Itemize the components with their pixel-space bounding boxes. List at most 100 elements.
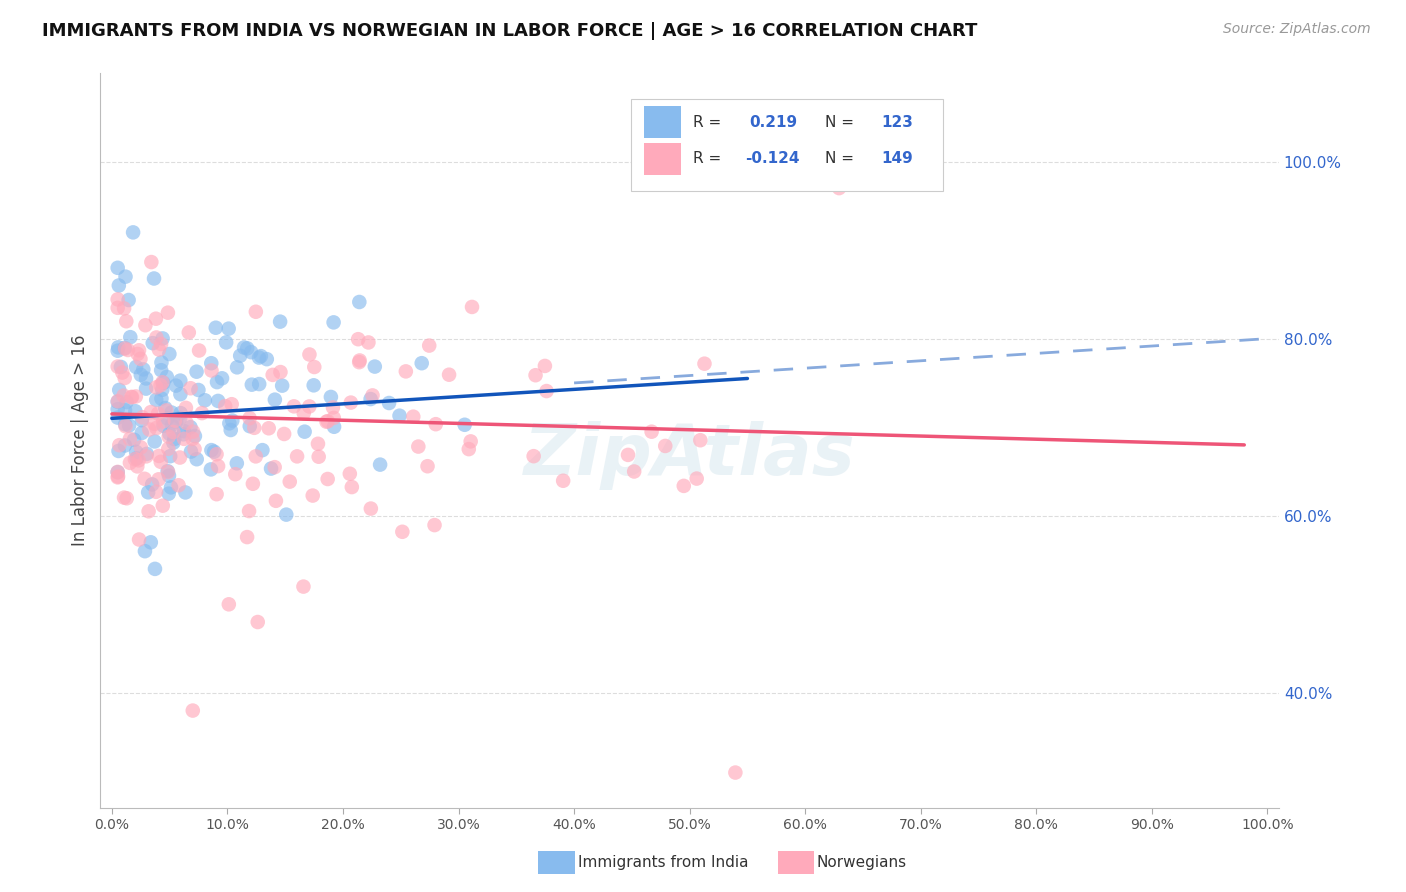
Point: [388, 409, 411, 423]
Point: [124, 452, 146, 467]
Point: [181, 425, 204, 439]
Point: [204, 320, 226, 334]
Point: [257, 421, 280, 435]
Point: [181, 704, 204, 718]
Point: [107, 340, 129, 354]
Point: [159, 449, 181, 463]
Point: [292, 580, 315, 594]
Point: [304, 359, 326, 374]
Point: [160, 405, 183, 419]
Point: [357, 335, 380, 350]
Point: [214, 399, 236, 413]
Point: [200, 462, 222, 476]
Point: [107, 394, 129, 409]
Point: [218, 321, 240, 335]
Point: [200, 356, 222, 370]
Point: [229, 349, 252, 363]
Point: [361, 388, 384, 402]
Point: [271, 378, 294, 392]
Point: [165, 415, 187, 429]
Point: [640, 425, 662, 439]
Point: [107, 301, 129, 315]
Point: [107, 343, 129, 358]
Point: [686, 472, 709, 486]
Point: [143, 271, 166, 285]
Point: [176, 416, 198, 430]
Point: [360, 392, 382, 406]
Point: [145, 484, 167, 499]
Point: [121, 390, 143, 404]
Point: [128, 453, 150, 467]
Point: [165, 378, 187, 392]
Point: [236, 342, 259, 356]
Point: [689, 434, 711, 448]
Point: [724, 765, 747, 780]
Point: [157, 465, 180, 479]
Point: [221, 397, 243, 411]
Point: [247, 377, 270, 392]
Point: [292, 406, 315, 420]
Point: [302, 378, 325, 392]
Point: [107, 444, 129, 458]
Point: [139, 405, 162, 419]
Point: [219, 423, 242, 437]
Point: [148, 449, 170, 463]
Point: [107, 465, 129, 479]
Point: [118, 432, 141, 446]
Point: [135, 371, 157, 385]
Point: [150, 392, 173, 406]
Point: [408, 440, 430, 454]
Point: [205, 447, 228, 461]
Point: [114, 438, 136, 452]
Point: [239, 419, 262, 434]
Point: [243, 421, 266, 435]
Point: [194, 393, 217, 408]
Point: [322, 401, 344, 415]
Point: [239, 411, 262, 425]
Point: [395, 364, 418, 378]
Point: [146, 407, 169, 421]
Point: [256, 352, 278, 367]
Point: [162, 435, 184, 450]
Point: [117, 293, 139, 307]
Point: [461, 300, 484, 314]
Point: [118, 456, 141, 470]
Point: [323, 419, 346, 434]
Point: [115, 314, 138, 328]
Point: [152, 376, 174, 390]
Point: [129, 351, 152, 366]
Point: [416, 459, 439, 474]
Point: [145, 421, 167, 435]
Point: [169, 374, 191, 388]
Point: [523, 449, 546, 463]
Point: [107, 410, 129, 425]
Point: [339, 467, 361, 481]
Point: [131, 425, 153, 440]
Point: [402, 409, 425, 424]
Point: [283, 400, 305, 414]
Point: [242, 476, 264, 491]
Text: IMMIGRANTS FROM INDIA VS NORWEGIAN IN LABOR FORCE | AGE > 16 CORRELATION CHART: IMMIGRANTS FROM INDIA VS NORWEGIAN IN LA…: [42, 22, 977, 40]
Point: [117, 343, 139, 357]
Point: [108, 438, 131, 452]
Point: [125, 445, 148, 459]
Point: [145, 330, 167, 344]
Point: [122, 226, 145, 240]
Point: [149, 378, 172, 392]
Point: [136, 485, 159, 500]
Point: [236, 530, 259, 544]
Point: [145, 311, 167, 326]
Point: [224, 467, 246, 482]
Point: [152, 414, 174, 428]
Point: [340, 395, 363, 409]
Point: [211, 371, 233, 385]
Point: [156, 370, 179, 384]
Point: [121, 390, 143, 404]
Point: [207, 393, 229, 408]
Point: [553, 474, 575, 488]
Point: [347, 332, 370, 346]
Point: [125, 451, 148, 466]
Point: [169, 450, 191, 465]
Point: [128, 533, 150, 547]
Point: [169, 410, 191, 425]
